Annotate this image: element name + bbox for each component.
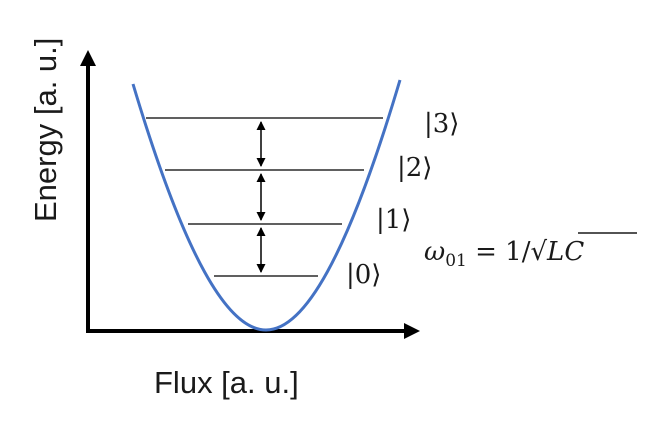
formula-omega: ω (424, 237, 445, 267)
potential-well-curve (131, 79, 402, 332)
x-axis-label: Flux [a. u.] (154, 365, 299, 400)
state-label-1: |1⟩ (376, 205, 411, 235)
state-label-2: |2⟩ (397, 153, 432, 183)
x-axis-arrowhead (404, 323, 420, 339)
state-label-3: |3⟩ (424, 109, 459, 139)
formula-equals: = 1/ (467, 237, 531, 267)
frequency-formula: ω01 = 1/√LC (424, 237, 584, 271)
y-axis-arrowhead (80, 50, 96, 66)
formula-subscript: 01 (445, 251, 467, 271)
formula-arg: LC (546, 237, 584, 267)
state-label-0: |0⟩ (346, 260, 381, 290)
formula-sqrt: √ (530, 237, 547, 267)
y-axis-label: Energy [a. u.] (28, 38, 63, 222)
